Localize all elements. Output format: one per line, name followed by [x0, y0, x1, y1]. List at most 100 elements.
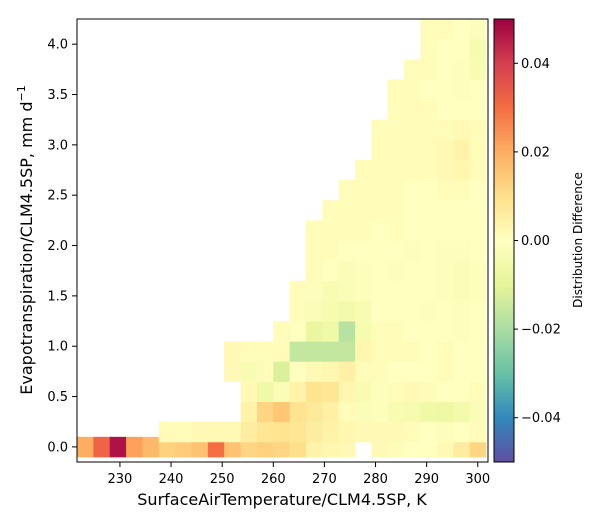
heatmap-cell [453, 401, 470, 423]
heatmap-cell [420, 159, 438, 181]
heatmap-cell [289, 361, 307, 382]
heatmap-cell [469, 200, 487, 221]
heatmap-cell [240, 361, 258, 382]
heatmap-cell [420, 240, 438, 262]
heatmap-cell [273, 421, 291, 443]
heatmap-cell [371, 260, 389, 282]
heatmap-cell [469, 280, 487, 302]
heatmap-cell [469, 180, 487, 201]
heatmap-cell [175, 421, 192, 443]
x-tick-label: 240 [159, 472, 184, 487]
heatmap-cell [306, 361, 323, 382]
heatmap-cell [338, 321, 356, 342]
heatmap-cell [322, 280, 340, 302]
heatmap-cell [126, 436, 143, 458]
heatmap-cell [420, 99, 438, 121]
heatmap-cell [404, 59, 421, 80]
heatmap-cell [289, 401, 307, 423]
heatmap-cell [256, 361, 274, 382]
heatmap-cell [371, 341, 389, 362]
heatmap-cell [420, 220, 438, 241]
heatmap-cell [453, 180, 470, 201]
heatmap-cell [338, 421, 356, 443]
heatmap-cell [338, 381, 356, 402]
x-tick-label: 260 [261, 472, 286, 487]
heatmap-cell [158, 421, 176, 443]
heatmap-cell [469, 139, 487, 161]
y-axis-title: Evapotranspiration/CLM4.5SP, mm d−1 [15, 85, 36, 394]
colorbar-tick-label: −0.02 [521, 323, 561, 338]
heatmap-cell [338, 220, 356, 241]
heatmap-cell [371, 300, 389, 322]
heatmap-cell [436, 19, 454, 40]
heatmap-cell [420, 79, 438, 100]
x-tick-label: 280 [363, 472, 388, 487]
heatmap-cell [289, 321, 307, 342]
heatmap-cell [404, 260, 421, 282]
heatmap-cell [453, 300, 470, 322]
heatmap-cell [387, 381, 405, 402]
x-tick-label: 250 [210, 472, 235, 487]
heatmap-cell [469, 381, 487, 402]
y-tick-label: 0.5 [47, 390, 68, 405]
heatmap-cell [453, 341, 470, 362]
heatmap-cell [404, 240, 421, 262]
heatmap-cell [289, 300, 307, 322]
heatmap-cell [404, 159, 421, 181]
heatmap-cell [436, 119, 454, 141]
heatmap-cell [77, 436, 94, 458]
heatmap-cell [371, 139, 389, 161]
heatmap-cell [355, 300, 372, 322]
heatmap-cell [306, 240, 323, 262]
heatmap-cell [256, 341, 274, 362]
heatmap-cell [404, 139, 421, 161]
heatmap-cell [371, 240, 389, 262]
heatmap-cell [322, 240, 340, 262]
heatmap-cell [436, 139, 454, 161]
heatmap-cell [436, 260, 454, 282]
heatmap-cell [436, 300, 454, 322]
heatmap-cell [453, 361, 470, 382]
heatmap-cell [436, 240, 454, 262]
heatmap-cell [306, 401, 323, 423]
heatmap-cell [469, 220, 487, 241]
heatmap-cell [289, 381, 307, 402]
y-axis: 0.0 0.5 1.0 1.5 2.0 2.5 3.0 3.5 4.0 [47, 38, 77, 455]
heatmap-cell [420, 421, 438, 443]
heatmap-cell [436, 401, 454, 423]
heatmap-cell [355, 401, 372, 423]
heatmap-cell [404, 361, 421, 382]
heatmap-cell [436, 79, 454, 100]
heatmap-cell [109, 436, 127, 458]
heatmap-cell [240, 381, 258, 402]
heatmap-cell [387, 321, 405, 342]
heatmap-cell [338, 361, 356, 382]
heatmap-cell [355, 200, 372, 221]
heatmap-cell [420, 19, 438, 40]
heatmap-cell [224, 421, 241, 443]
heatmap-cell [420, 361, 438, 382]
heatmap-cell [355, 341, 372, 362]
heatmap-cell [420, 381, 438, 402]
heatmap-cell [404, 180, 421, 201]
heatmap-cell [322, 401, 340, 423]
heatmap-cell [420, 321, 438, 342]
heatmap-cell [322, 260, 340, 282]
y-tick-label: 2.5 [47, 189, 68, 204]
heatmap-cell [420, 401, 438, 423]
heatmap-cell [289, 280, 307, 302]
heatmap-cell [371, 119, 389, 141]
heatmap-cell [355, 381, 372, 402]
heatmap-cell [240, 421, 258, 443]
heatmap-cell [453, 260, 470, 282]
heatmap-cell [306, 341, 323, 362]
heatmap-cell [306, 260, 323, 282]
heatmap-cell [453, 159, 470, 181]
heatmap-cell [469, 99, 487, 121]
heatmap-cell [371, 159, 389, 181]
heatmap-cell [306, 280, 323, 302]
heatmap-cell [420, 119, 438, 141]
heatmap-cell [469, 59, 487, 80]
heatmap-cell [322, 321, 340, 342]
